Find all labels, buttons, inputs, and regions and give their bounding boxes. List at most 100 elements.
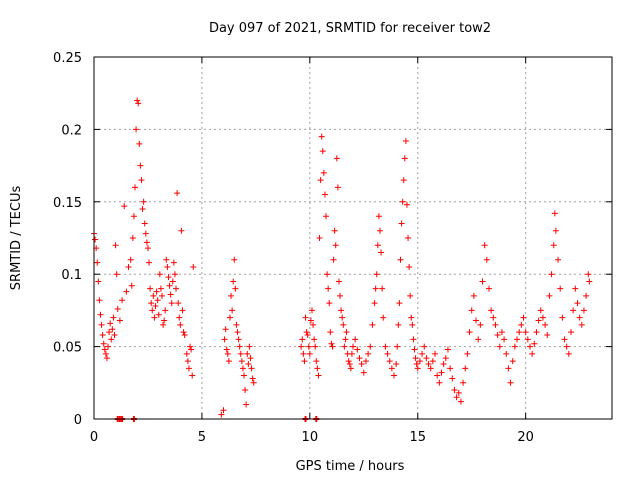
data-point <box>319 148 326 155</box>
data-point <box>185 365 192 372</box>
data-point <box>507 379 514 386</box>
data-point <box>346 360 353 367</box>
data-point <box>572 285 579 292</box>
data-point <box>166 282 173 289</box>
data-point <box>164 263 171 270</box>
data-point <box>175 300 182 307</box>
data-point <box>384 350 391 357</box>
x-tick-label: 20 <box>517 430 534 445</box>
data-point <box>457 398 464 405</box>
data-point <box>576 314 583 321</box>
data-point <box>328 340 335 347</box>
data-point <box>168 300 175 307</box>
data-point <box>583 292 590 299</box>
data-point <box>514 336 521 343</box>
data-point <box>238 358 245 365</box>
data-point <box>524 336 531 343</box>
data-point <box>570 307 577 314</box>
data-point <box>427 365 434 372</box>
data-point <box>410 336 417 343</box>
data-point <box>546 292 553 299</box>
data-point <box>154 297 161 304</box>
data-point <box>178 227 185 234</box>
data-point <box>347 365 354 372</box>
data-point <box>105 343 112 350</box>
data-point <box>406 263 413 270</box>
data-point <box>561 336 568 343</box>
data-point <box>401 155 408 162</box>
data-point <box>141 220 148 227</box>
data-point <box>488 307 495 314</box>
data-point <box>218 411 225 418</box>
data-point <box>176 314 183 321</box>
data-point <box>163 256 170 263</box>
data-point <box>132 184 139 191</box>
data-point <box>586 278 593 285</box>
data-point <box>425 360 432 367</box>
data-point <box>379 285 386 292</box>
y-axis-label: SRMTID / TECUs <box>9 186 24 291</box>
data-point <box>144 245 151 252</box>
data-point <box>335 278 342 285</box>
data-point <box>429 358 436 365</box>
data-point <box>220 407 227 414</box>
data-points <box>91 97 593 418</box>
data-point <box>167 291 174 298</box>
data-point <box>511 343 518 350</box>
data-point <box>501 336 508 343</box>
data-point <box>479 278 486 285</box>
data-point <box>223 346 230 353</box>
data-point <box>183 350 190 357</box>
data-point <box>173 285 180 292</box>
data-point <box>321 191 328 198</box>
data-point <box>550 242 557 249</box>
data-point <box>149 307 156 314</box>
data-point <box>539 314 546 321</box>
data-point <box>388 365 395 372</box>
data-point <box>343 329 350 336</box>
data-point <box>505 365 512 372</box>
data-point <box>152 303 159 310</box>
data-point <box>101 346 108 353</box>
data-point <box>224 350 231 357</box>
data-point <box>234 329 241 336</box>
data-point <box>369 321 376 328</box>
data-point <box>180 329 187 336</box>
data-point <box>498 329 505 336</box>
data-point <box>520 314 527 321</box>
data-point <box>148 300 155 307</box>
data-point <box>323 213 330 220</box>
data-point <box>314 365 321 372</box>
data-point <box>356 355 363 362</box>
data-point <box>494 332 501 339</box>
data-point <box>492 321 499 328</box>
data-point <box>248 365 255 372</box>
data-point <box>155 311 162 318</box>
data-point <box>535 317 542 324</box>
data-point <box>127 256 134 263</box>
data-point <box>108 336 115 343</box>
data-point <box>137 162 144 169</box>
data-point <box>485 285 492 292</box>
data-point <box>140 198 147 205</box>
data-point <box>239 365 246 372</box>
data-point <box>184 358 191 365</box>
data-point <box>542 321 549 328</box>
data-point <box>419 350 426 357</box>
data-point <box>107 320 114 327</box>
axis-ticks: 0 0.05 0.1 0.15 0.2 0.25 0 5 10 15 20 <box>53 51 612 445</box>
data-point <box>340 321 347 328</box>
data-point <box>341 343 348 350</box>
data-point <box>330 256 337 263</box>
data-point <box>574 300 581 307</box>
data-point <box>367 343 374 350</box>
data-point <box>396 300 403 307</box>
data-point <box>320 169 327 176</box>
data-point <box>391 372 398 379</box>
data-point <box>373 271 380 278</box>
data-point <box>157 285 164 292</box>
data-point <box>509 358 516 365</box>
data-point <box>313 358 320 365</box>
data-point <box>235 336 242 343</box>
data-point <box>114 305 121 312</box>
